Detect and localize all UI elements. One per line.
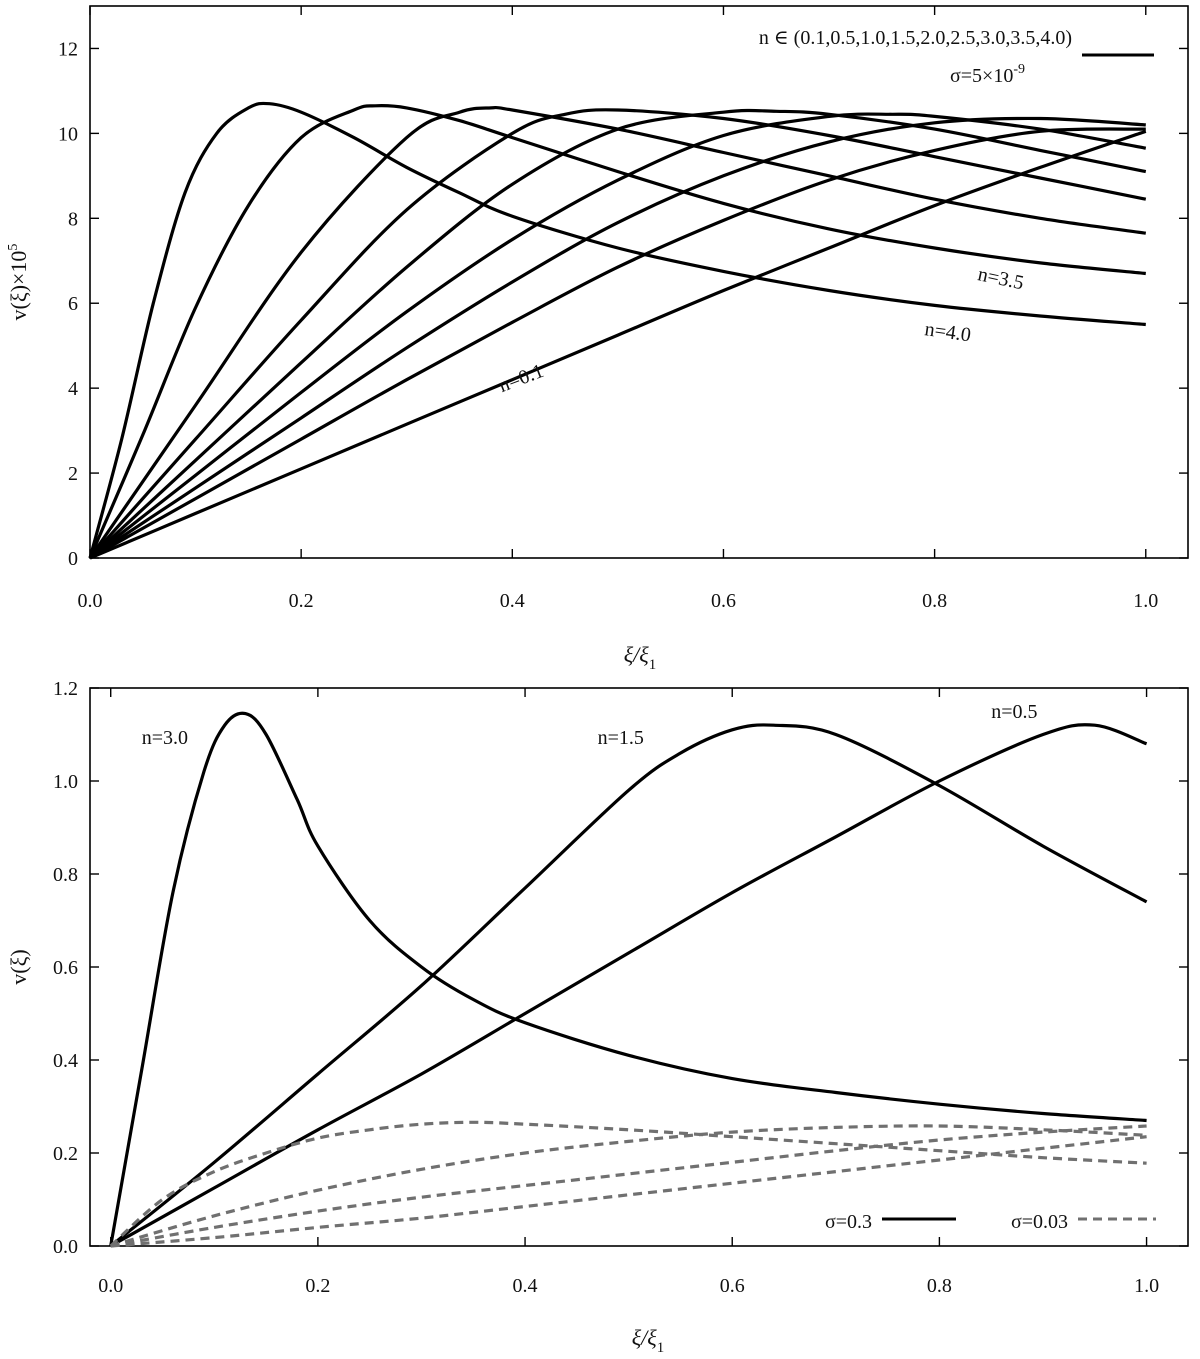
x-tick-label: 1.0 [1134, 1275, 1159, 1297]
top-legend-sigma-exp: -9 [1013, 62, 1025, 77]
series-line-n-3.0-0.03 [109, 1120, 1147, 1248]
y-tick-label: 0.2 [53, 1143, 78, 1165]
x-tick-label: 0.8 [927, 1275, 952, 1297]
top-ticks: 0.0 0.2 0.4 0.6 0.8 1.0 0 2 4 6 8 10 12 [58, 6, 1188, 612]
x-tick-label: 0.6 [711, 590, 736, 612]
top-legend: n ∈ (0.1,0.5,1.0,1.5,2.0,2.5,3.0,3.5,4.0… [759, 27, 1154, 87]
series-line-n-0.5-0.03 [110, 1124, 1147, 1248]
y-tick-label: 0 [68, 548, 78, 570]
bottom-legend-label-solid: σ=0.3 [825, 1211, 872, 1233]
top-legend-sigma-base: σ=5×10 [950, 65, 1013, 87]
bottom-legend-label-dashed: σ=0.03 [1011, 1211, 1068, 1233]
x-tick-label: 0.0 [98, 1275, 123, 1297]
top-series [88, 101, 1147, 560]
top-annotations: n=3.5n=4.0 n=0.1 [496, 263, 1026, 397]
bottom-series [109, 711, 1148, 1248]
top-plot-frame [89, 5, 1189, 559]
panel-bottom: 0.0 0.2 0.4 0.6 0.8 1.00.00.20.40.60.81.01.2 … [6, 678, 1189, 1356]
bottom-x-axis-title: ξ/ξ1 [632, 1325, 664, 1356]
series-line-n-2.0 [88, 108, 1147, 560]
x-tick-label: 0.6 [720, 1275, 745, 1297]
x-tick-label: 0.4 [500, 590, 525, 612]
x-tick-label: 0.0 [78, 590, 103, 612]
series-line-n-4.0 [88, 101, 1146, 559]
y-tick-label: 4 [68, 378, 78, 400]
curve-annotation: n=1.5 [598, 727, 644, 749]
y-tick-label: 8 [68, 208, 78, 230]
curve-annotation: n=4.0 [923, 318, 972, 346]
bottom-x-axis-title-sub: 1 [657, 1340, 665, 1356]
series-line-n-0.1 [89, 129, 1147, 560]
series-line-n-0.5 [89, 127, 1146, 560]
top-x-axis-title: ξ/ξ1 [624, 642, 656, 673]
bottom-x-axis-title-main: ξ/ξ [632, 1325, 658, 1350]
series-line-n-1.5 [89, 112, 1147, 560]
curve-annotation: n=0.1 [496, 360, 547, 397]
y-tick-label: 2 [68, 463, 78, 485]
y-tick-label: 6 [68, 293, 78, 315]
x-tick-label: 0.4 [513, 1275, 538, 1297]
curve-annotation: n=3.0 [142, 727, 188, 749]
y-tick-label: 0.6 [53, 957, 78, 979]
y-tick-label: 0.4 [53, 1050, 78, 1072]
series-line-n-0.5-0.3 [109, 723, 1148, 1248]
x-tick-label: 0.8 [922, 590, 947, 612]
top-legend-sigma: σ=5×10-9 [950, 62, 1025, 87]
series-line-n-2.5 [88, 108, 1147, 560]
series-line-n-3.0 [88, 105, 1147, 559]
bottom-plot-frame [89, 687, 1189, 1247]
x-tick-label: 0.2 [289, 590, 314, 612]
top-x-axis-title-sub: 1 [649, 657, 657, 673]
curve-annotation: n=3.5 [976, 263, 1026, 294]
top-legend-label: n ∈ (0.1,0.5,1.0,1.5,2.0,2.5,3.0,3.5,4.0… [759, 27, 1072, 49]
curve-annotation: n=0.5 [991, 701, 1037, 723]
y-tick-label: 0.0 [53, 1236, 78, 1258]
top-y-axis-title-sup: 5 [6, 244, 21, 251]
y-tick-label: 10 [58, 123, 78, 145]
top-y-axis-title-main: v(ξ)×10 [6, 251, 31, 321]
y-tick-label: 1.0 [53, 771, 78, 793]
series-line-n-1.5-0.03 [110, 1124, 1147, 1248]
top-y-axis-title: v(ξ)×105 [6, 244, 31, 321]
series-line-n-3.0-0.3 [109, 711, 1147, 1247]
series-line-n-3.5 [88, 104, 1146, 559]
series-line-n-1.5-0.3 [109, 723, 1148, 1248]
top-x-axis-title-main: ξ/ξ [624, 642, 650, 667]
y-tick-label: 1.2 [53, 678, 78, 700]
x-tick-label: 1.0 [1133, 590, 1158, 612]
y-tick-label: 12 [58, 38, 78, 60]
bottom-y-axis-title: v(ξ) [6, 949, 31, 984]
x-tick-label: 0.2 [305, 1275, 330, 1297]
y-tick-label: 0.8 [53, 864, 78, 886]
bottom-legend: σ=0.3 σ=0.03 [825, 1211, 1156, 1233]
series-line-n-1.0 [89, 116, 1146, 560]
bottom-annotations: n=3.0 n=1.5 n=0.5 [142, 701, 1038, 749]
bottom-ticks: 0.0 0.2 0.4 0.6 0.8 1.0 0.0 0.2 0.4 0.6 0.8 1.0 1.2 [53, 678, 1188, 1297]
